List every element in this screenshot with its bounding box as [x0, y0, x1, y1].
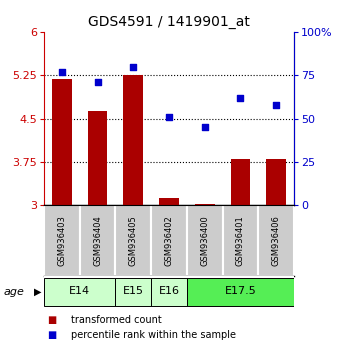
Point [59, 69, 65, 75]
Bar [80, 205, 115, 276]
Bar [258, 205, 294, 276]
Text: GSM936400: GSM936400 [200, 215, 209, 266]
Text: GSM936403: GSM936403 [57, 215, 66, 266]
Bar [223, 205, 258, 276]
Text: E16: E16 [159, 286, 179, 296]
Text: ■: ■ [47, 330, 56, 339]
Point [202, 124, 208, 130]
Point [238, 95, 243, 101]
Text: ▶: ▶ [34, 287, 41, 297]
Point [95, 79, 100, 85]
Bar [266, 159, 286, 205]
Bar [187, 205, 223, 276]
Text: GSM936401: GSM936401 [236, 215, 245, 266]
Point [273, 102, 279, 108]
Text: GSM936406: GSM936406 [272, 215, 281, 266]
Title: GDS4591 / 1419901_at: GDS4591 / 1419901_at [88, 16, 250, 29]
Bar [151, 278, 187, 306]
Text: ■: ■ [47, 315, 56, 325]
Bar [159, 198, 179, 205]
Bar [187, 278, 294, 306]
Text: transformed count: transformed count [71, 315, 162, 325]
Point [130, 64, 136, 69]
Bar [44, 205, 80, 276]
Bar [231, 159, 250, 205]
Point [166, 114, 172, 120]
Bar [151, 205, 187, 276]
Bar [115, 278, 151, 306]
Bar [115, 205, 151, 276]
Bar [195, 204, 215, 205]
Bar [123, 75, 143, 205]
Text: GSM936405: GSM936405 [129, 215, 138, 266]
Bar [44, 278, 115, 306]
Text: E17.5: E17.5 [224, 286, 256, 296]
Text: percentile rank within the sample: percentile rank within the sample [71, 330, 236, 339]
Bar [88, 111, 107, 205]
Text: age: age [3, 287, 24, 297]
Text: E15: E15 [123, 286, 144, 296]
Text: E14: E14 [69, 286, 90, 296]
Text: GSM936402: GSM936402 [165, 215, 173, 266]
Text: GSM936404: GSM936404 [93, 215, 102, 266]
Bar [52, 79, 72, 205]
